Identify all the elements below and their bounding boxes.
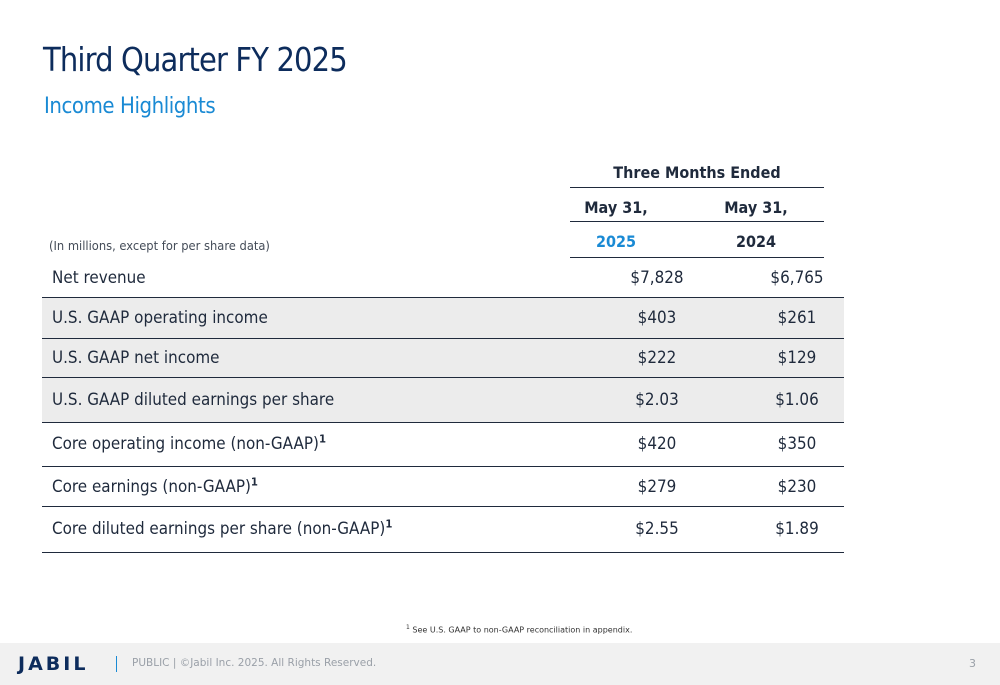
value-2025: $279	[637, 477, 677, 496]
units-note: (In millions, except for per share data)	[49, 238, 270, 253]
value-2025: $420	[637, 434, 677, 453]
value-2025: $2.55	[635, 519, 679, 538]
col-month-2024: May 31,	[724, 198, 788, 217]
jabil-logo: JABIL	[18, 653, 89, 675]
page-number: 3	[969, 657, 976, 670]
value-2024: $261	[777, 308, 817, 327]
col-year-2024: 2024	[735, 232, 777, 251]
income-table: Net revenue $7,828 $6,765 U.S. GAAP oper…	[42, 259, 844, 553]
value-2024: $6,765	[770, 268, 824, 287]
table-row: Net revenue $7,828 $6,765	[42, 259, 844, 298]
table-row: U.S. GAAP net income $222 $129	[42, 339, 844, 378]
table-row: U.S. GAAP diluted earnings per share $2.…	[42, 378, 844, 423]
value-2025: $222	[637, 348, 677, 367]
row-label: Core diluted earnings per share (non-GAA…	[52, 517, 393, 539]
col-year-2025: 2025	[595, 232, 637, 251]
row-label: U.S. GAAP operating income	[52, 308, 268, 327]
row-label: Core earnings (non-GAAP)1	[52, 475, 258, 497]
value-2024: $129	[777, 348, 817, 367]
header-divider	[570, 257, 824, 258]
footer-divider	[116, 656, 117, 672]
table-row: Core operating income (non-GAAP)1 $420 $…	[42, 423, 844, 467]
table-row: U.S. GAAP operating income $403 $261	[42, 298, 844, 339]
row-label: Net revenue	[52, 268, 146, 287]
page-title: Third Quarter FY 2025	[43, 40, 348, 79]
value-2025: $2.03	[635, 390, 679, 409]
header-divider	[570, 221, 824, 222]
table-row: Core diluted earnings per share (non-GAA…	[42, 507, 844, 553]
footnote: 1 See U.S. GAAP to non-GAAP reconciliati…	[406, 624, 633, 635]
table-row: Core earnings (non-GAAP)1 $279 $230	[42, 467, 844, 507]
page-subtitle: Income Highlights	[44, 94, 216, 119]
col-month-2025: May 31,	[584, 198, 648, 217]
value-2025: $403	[637, 308, 677, 327]
column-group-header: Three Months Ended	[613, 163, 781, 182]
value-2024: $230	[777, 477, 817, 496]
header-divider	[570, 187, 824, 188]
value-2025: $7,828	[630, 268, 684, 287]
value-2024: $1.06	[775, 390, 819, 409]
row-label: U.S. GAAP diluted earnings per share	[52, 390, 335, 409]
value-2024: $1.89	[775, 519, 819, 538]
row-label: Core operating income (non-GAAP)1	[52, 432, 327, 454]
row-label: U.S. GAAP net income	[52, 348, 220, 367]
footer-text: PUBLIC | ©Jabil Inc. 2025. All Rights Re…	[132, 657, 377, 669]
value-2024: $350	[777, 434, 817, 453]
footer: JABIL PUBLIC | ©Jabil Inc. 2025. All Rig…	[0, 643, 1000, 685]
